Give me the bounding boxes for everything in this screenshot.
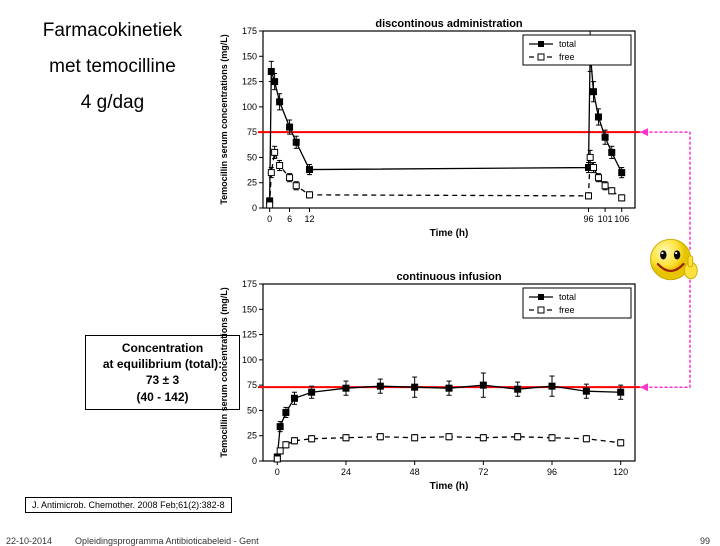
svg-text:96: 96 [547,467,557,477]
svg-text:75: 75 [247,127,257,137]
svg-text:Time (h): Time (h) [430,228,469,239]
citation-text: J. Antimicrob. Chemother. 2008 Feb;61(2)… [32,500,225,510]
concentration-box: Concentration at equilibrium (total): 73… [85,335,240,410]
footer-date: 22-10-2014 [6,536,52,546]
conc-l4: (40 - 142) [92,389,233,405]
footer-page: 99 [700,536,710,546]
svg-text:150: 150 [242,304,257,314]
conc-l2: at equilibrium (total): [92,356,233,372]
svg-text:48: 48 [410,467,420,477]
svg-text:Time (h): Time (h) [430,481,469,492]
svg-text:175: 175 [242,279,257,289]
svg-text:106: 106 [614,214,629,224]
conc-l3: 73 ± 3 [92,372,233,388]
conc-l1: Concentration [92,340,233,356]
footer-program: Opleidingsprogramma Antibioticabeleid - … [75,536,259,546]
chart-continuous: 0 25 50 75 100 125 150 175 0 24 48 72 96 120 continuou… [215,268,645,493]
citation-box: J. Antimicrob. Chemother. 2008 Feb;61(2)… [25,497,232,513]
svg-text:free: free [559,305,575,315]
svg-text:175: 175 [242,26,257,36]
svg-text:0: 0 [267,214,272,224]
svg-text:120: 120 [613,467,628,477]
svg-text:total: total [559,292,576,302]
title-line1: Farmacokinetiek [25,20,200,42]
svg-text:free: free [559,52,575,62]
svg-text:100: 100 [242,355,257,365]
title-line3: 4 g/dag [25,92,200,114]
svg-text:0: 0 [275,467,280,477]
svg-text:total: total [559,39,576,49]
svg-text:50: 50 [247,405,257,415]
svg-text:6: 6 [287,214,292,224]
svg-text:Temocillin serum concentration: Temocillin serum concentrations (mg/L) [219,34,229,204]
svg-text:125: 125 [242,77,257,87]
svg-text:50: 50 [247,152,257,162]
svg-text:12: 12 [304,214,314,224]
svg-text:0: 0 [252,203,257,213]
title-line2: met temocilline [25,56,200,78]
svg-text:150: 150 [242,51,257,61]
svg-text:125: 125 [242,330,257,340]
svg-text:continuous infusion: continuous infusion [396,271,501,283]
svg-text:101: 101 [598,214,613,224]
svg-text:24: 24 [341,467,351,477]
svg-text:discontinous administration: discontinous administration [375,18,523,30]
svg-text:25: 25 [247,431,257,441]
svg-text:96: 96 [583,214,593,224]
smiley-icon [645,232,700,287]
svg-text:72: 72 [478,467,488,477]
svg-text:75: 75 [247,380,257,390]
title-block: Farmacokinetiek met temocilline 4 g/dag [25,20,200,128]
chart-discontinuous: 0 25 50 75 100 125 150 175 0 6 12 96 101106 discontin… [215,15,645,240]
svg-text:25: 25 [247,178,257,188]
svg-text:100: 100 [242,102,257,112]
svg-text:0: 0 [252,456,257,466]
